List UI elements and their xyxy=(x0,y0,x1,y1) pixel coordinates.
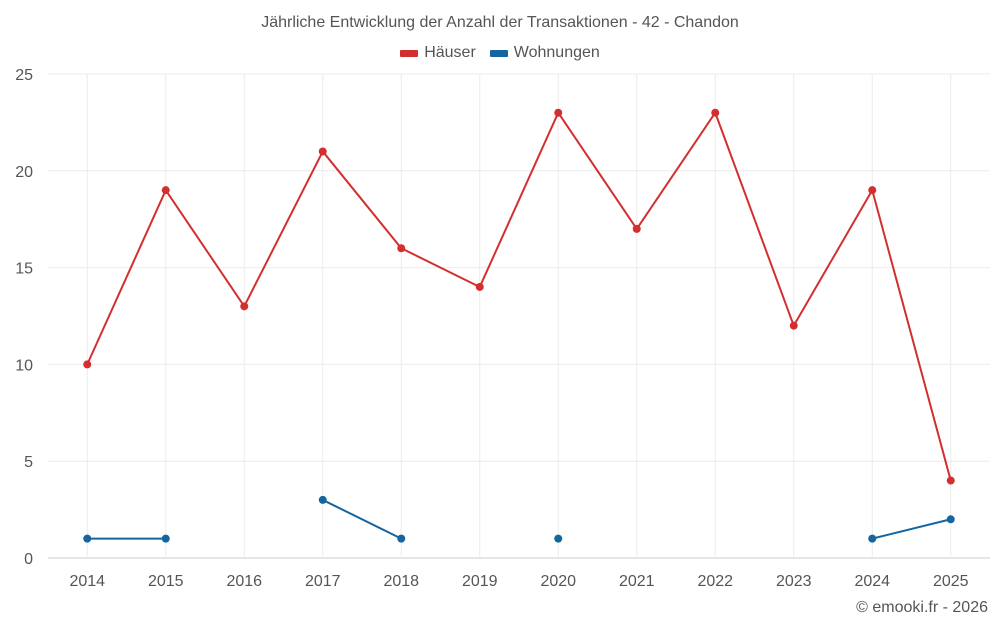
legend-swatch-haeuser xyxy=(400,49,419,57)
x-tick-label: 2016 xyxy=(226,573,262,590)
data-point-wohnungen xyxy=(83,534,92,543)
x-tick-label: 2015 xyxy=(148,573,184,590)
series-line-haeuser xyxy=(86,189,167,366)
data-point-haeuser xyxy=(161,186,170,195)
series-line-haeuser xyxy=(321,150,403,250)
data-point-wohnungen xyxy=(946,515,955,524)
x-tick-label: 2025 xyxy=(933,573,969,590)
data-point-wohnungen xyxy=(554,534,563,543)
series-line-haeuser xyxy=(400,247,481,288)
x-tick-label: 2022 xyxy=(697,573,733,590)
legend-item-wohnungen[interactable]: Wohnungen xyxy=(489,44,600,62)
credit-text: © emooki.fr - 2026 xyxy=(856,599,988,616)
y-tick-label: 25 xyxy=(15,67,33,84)
y-tick-label: 0 xyxy=(24,551,33,568)
series-line-haeuser xyxy=(635,111,717,230)
data-point-wohnungen xyxy=(397,534,406,543)
legend: Häuser Wohnungen xyxy=(0,44,1000,62)
data-point-haeuser xyxy=(946,476,955,485)
data-point-haeuser xyxy=(789,321,798,330)
data-point-haeuser xyxy=(318,147,327,156)
series-line-haeuser xyxy=(871,189,952,482)
legend-label-haeuser: Häuser xyxy=(424,44,476,61)
series-line-haeuser xyxy=(557,111,638,230)
data-point-wohnungen xyxy=(318,495,327,504)
legend-swatch-wohnungen xyxy=(489,49,508,57)
x-tick-label: 2014 xyxy=(69,573,105,590)
data-point-wohnungen xyxy=(868,534,877,543)
series-line-wohnungen xyxy=(321,498,403,540)
x-tick-label: 2019 xyxy=(462,573,498,590)
x-tick-label: 2023 xyxy=(776,573,812,590)
x-tick-label: 2020 xyxy=(540,573,576,590)
series-line-haeuser xyxy=(714,111,795,327)
data-point-haeuser xyxy=(711,108,720,117)
series-line-haeuser xyxy=(792,189,874,327)
y-tick-label: 15 xyxy=(15,261,33,278)
series-line-haeuser xyxy=(243,150,324,308)
series-line-haeuser xyxy=(478,111,560,288)
y-tick-label: 20 xyxy=(15,164,33,181)
data-point-haeuser xyxy=(475,282,484,291)
data-point-haeuser xyxy=(632,224,641,233)
y-tick-label: 5 xyxy=(24,454,33,471)
data-point-wohnungen xyxy=(161,534,170,543)
data-point-haeuser xyxy=(868,186,877,195)
x-tick-label: 2021 xyxy=(619,573,655,590)
data-point-haeuser xyxy=(554,108,563,117)
x-tick-label: 2018 xyxy=(383,573,419,590)
series-line-wohnungen xyxy=(871,518,952,540)
x-tick-label: 2017 xyxy=(305,573,341,590)
legend-label-wohnungen: Wohnungen xyxy=(513,44,600,61)
series-line-haeuser xyxy=(164,189,246,308)
data-point-haeuser xyxy=(397,244,406,253)
y-tick-label: 10 xyxy=(15,357,33,374)
data-point-haeuser xyxy=(83,360,92,369)
data-point-haeuser xyxy=(240,302,249,311)
x-tick-label: 2024 xyxy=(854,573,890,590)
chart-title: Jährliche Entwicklung der Anzahl der Tra… xyxy=(261,14,739,31)
legend-item-haeuser[interactable]: Häuser xyxy=(400,44,476,62)
